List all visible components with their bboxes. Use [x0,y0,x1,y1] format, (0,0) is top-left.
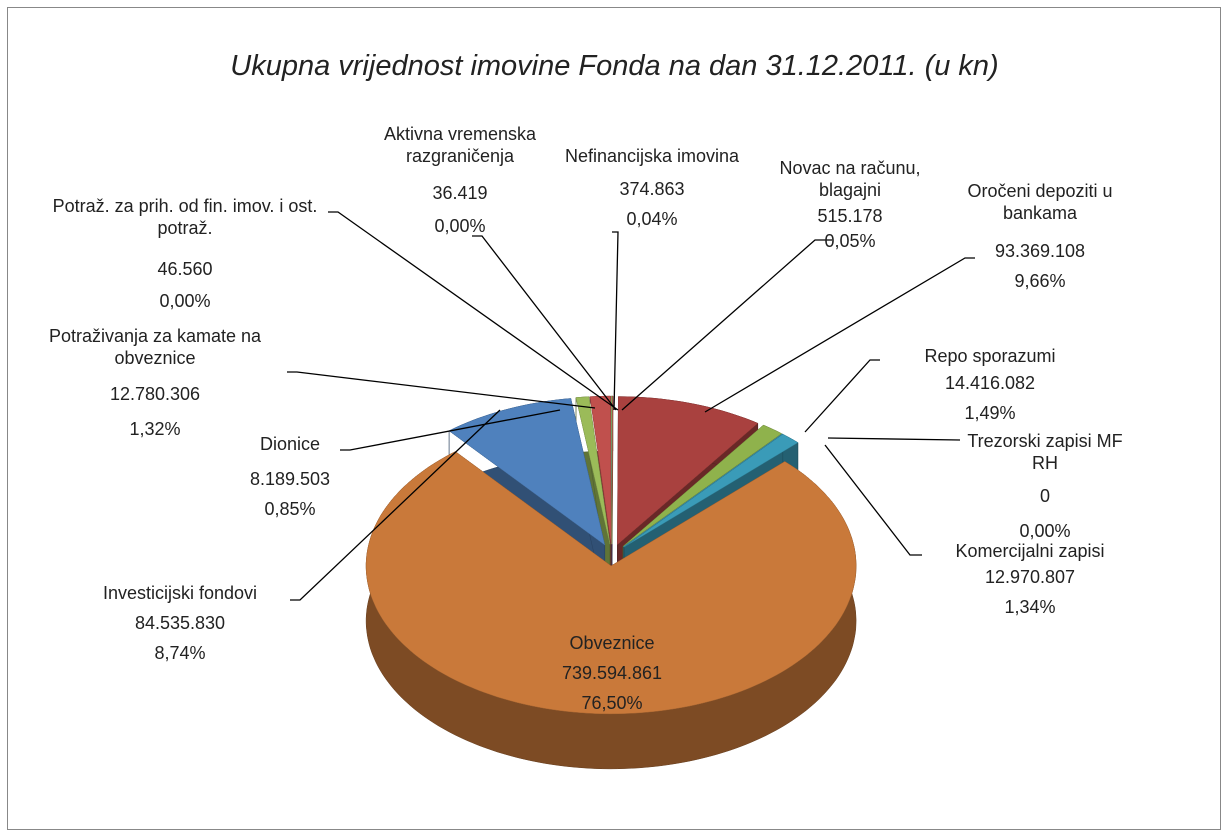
category-label: Obveznice [569,633,655,653]
percent-label: 0,85% [264,499,316,519]
percent-label: 1,34% [1004,597,1056,617]
percent-label: 9,66% [1014,271,1066,291]
percent-label: 0,00% [159,291,211,311]
value-label: 36.419 [432,183,488,203]
percent-label: 0,00% [434,216,486,236]
chart-title: Ukupna vrijednost imovine Fonda na dan 3… [230,50,999,82]
category-label: Novac na računu, blagajni [779,158,921,200]
leader-line [621,239,832,411]
value-label: 0 [1039,486,1050,506]
value-label: 374.863 [619,179,685,199]
leader-line [824,444,922,556]
slice [611,395,613,545]
percent-label: 1,49% [964,403,1016,423]
category-label: Potraživanja za kamate na obveznice [48,326,262,368]
leader-line [290,409,501,601]
percent-label: 0,04% [626,209,678,229]
percent-label: 1,32% [129,419,181,439]
leader-line [704,257,975,413]
value-label: 12.780.306 [109,384,201,404]
category-label: Komercijalni zapisi [955,541,1105,561]
category-label: Repo sporazumi [924,346,1056,366]
category-label: Nefinancijska imovina [564,146,740,166]
value-label: 14.416.082 [944,373,1036,393]
leader-line [340,409,561,451]
percent-label: 76,50% [581,693,643,713]
value-label: 46.560 [157,259,213,279]
leader-line [328,211,619,411]
leader-line [287,371,596,409]
percent-label: 8,74% [154,643,206,663]
value-label: 8.189.503 [249,469,331,489]
category-label: Aktivna vremenska razgraničenja [383,124,537,166]
value-label: 84.535.830 [134,613,226,633]
value-label: 739.594.861 [561,663,663,683]
percent-label: 0,05% [824,231,876,251]
percent-label: 0,00% [1019,521,1071,541]
slice [575,396,611,545]
category-label: Dionice [259,434,321,454]
category-label: Investicijski fondovi [102,583,258,603]
leader-line [612,231,619,411]
chart-frame [7,7,1221,830]
category-label: Trezorski zapisi MF RH [967,431,1123,473]
slice [617,396,759,546]
value-label: 12.970.807 [984,567,1076,587]
slice [365,451,857,715]
slice [589,395,612,545]
category-label: Potraž. za prih. od fin. imov. i ost. po… [52,196,318,238]
value-label: 93.369.108 [994,241,1086,261]
leader-line [827,437,961,441]
slice [623,433,783,547]
value-label: 515.178 [817,206,883,226]
category-label: Oročeni depoziti u bankama [967,181,1113,223]
slice [622,424,782,547]
leader-line [804,359,880,433]
leader-line [472,235,617,411]
slice [624,433,799,548]
slice [448,398,606,546]
